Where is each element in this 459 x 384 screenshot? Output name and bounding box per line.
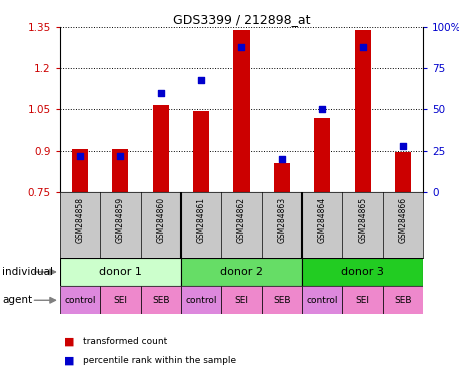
Text: GSM284859: GSM284859	[116, 197, 124, 243]
Text: GSM284861: GSM284861	[196, 197, 205, 243]
Text: GSM284866: GSM284866	[397, 197, 407, 243]
Point	[76, 152, 84, 159]
Text: GSM284862: GSM284862	[236, 197, 246, 243]
Text: GSM284864: GSM284864	[317, 197, 326, 243]
Text: ■: ■	[64, 337, 75, 347]
Bar	[341, 286, 382, 314]
Point	[117, 152, 124, 159]
Title: GDS3399 / 212898_at: GDS3399 / 212898_at	[173, 13, 309, 26]
Text: individual: individual	[2, 267, 53, 277]
Text: GSM284858: GSM284858	[75, 197, 84, 243]
Text: GSM284860: GSM284860	[156, 197, 165, 243]
Text: donor 1: donor 1	[99, 267, 141, 277]
Text: SEI: SEI	[355, 296, 369, 305]
Bar	[152, 105, 168, 192]
Bar	[100, 286, 140, 314]
Text: SEI: SEI	[113, 296, 127, 305]
Text: control: control	[185, 296, 216, 305]
Point	[197, 76, 204, 83]
Bar	[302, 286, 341, 314]
Point	[278, 156, 285, 162]
Bar	[112, 149, 128, 192]
Text: agent: agent	[2, 295, 32, 305]
Text: percentile rank within the sample: percentile rank within the sample	[83, 356, 235, 366]
Point	[157, 90, 164, 96]
Bar	[354, 30, 370, 192]
Bar	[60, 286, 100, 314]
Text: GSM284863: GSM284863	[277, 197, 286, 243]
Bar	[302, 258, 422, 286]
Bar	[313, 118, 330, 192]
Text: control: control	[64, 296, 95, 305]
Point	[318, 106, 325, 113]
Text: donor 2: donor 2	[219, 267, 263, 277]
Point	[237, 44, 245, 50]
Text: donor 3: donor 3	[341, 267, 383, 277]
Bar	[193, 111, 209, 192]
Point	[358, 44, 365, 50]
Text: ■: ■	[64, 356, 75, 366]
Text: GSM284865: GSM284865	[358, 197, 366, 243]
Bar	[180, 286, 221, 314]
Text: SEB: SEB	[393, 296, 411, 305]
Bar	[394, 152, 410, 192]
Bar	[233, 30, 249, 192]
Text: transformed count: transformed count	[83, 337, 167, 346]
Text: SEB: SEB	[273, 296, 290, 305]
Bar	[60, 258, 180, 286]
Bar	[382, 286, 422, 314]
Point	[398, 142, 406, 149]
Text: SEB: SEB	[151, 296, 169, 305]
Text: control: control	[306, 296, 337, 305]
Bar	[180, 258, 302, 286]
Bar	[221, 286, 261, 314]
Bar	[72, 149, 88, 192]
Text: SEI: SEI	[234, 296, 248, 305]
Bar	[261, 286, 302, 314]
Bar	[273, 163, 289, 192]
Bar	[140, 286, 180, 314]
